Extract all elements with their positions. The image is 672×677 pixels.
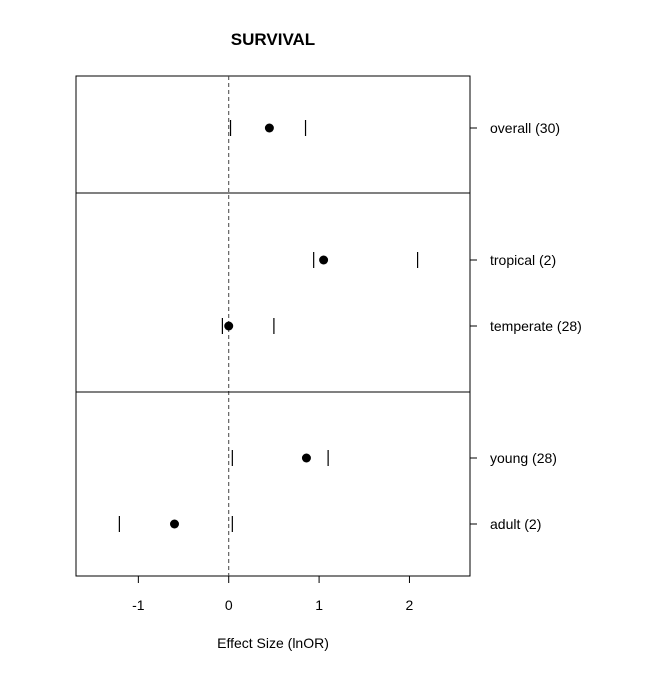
- plot-frame: [75, 75, 471, 577]
- chart-title: SURVIVAL: [231, 30, 315, 49]
- estimate-point: [264, 123, 274, 133]
- y-tick-label: overall (30): [490, 120, 560, 136]
- x-tick-label: 1: [315, 597, 323, 613]
- x-tick-label: 0: [225, 597, 233, 613]
- x-tick-label: -1: [132, 597, 145, 613]
- y-tick-label: young (28): [490, 450, 557, 466]
- estimate-point: [170, 519, 179, 529]
- x-tick-label: 2: [406, 597, 414, 613]
- y-tick-label: temperate (28): [490, 318, 582, 334]
- estimate-point: [224, 321, 234, 331]
- y-tick-label: adult (2): [490, 516, 541, 532]
- x-axis-label: Effect Size (lnOR): [217, 635, 329, 651]
- estimate-point: [319, 255, 329, 265]
- estimate-point: [301, 453, 311, 463]
- y-tick-label: tropical (2): [490, 252, 556, 268]
